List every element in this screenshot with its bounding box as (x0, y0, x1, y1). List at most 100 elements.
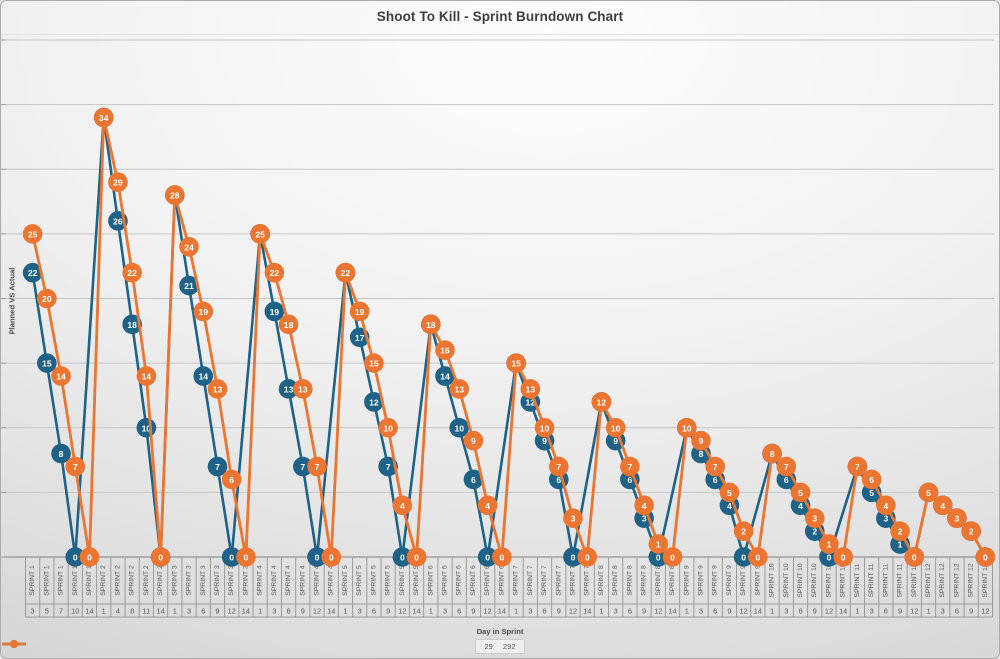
sprint-label: SPRINT 2 (143, 565, 150, 596)
legend-item-actual[interactable]: 292 (2, 640, 516, 651)
day-label: 14 (668, 607, 676, 616)
point-actual-sprint8-day14: 0 (662, 547, 683, 567)
sprint-label: SPRINT 8 (669, 565, 676, 596)
svg-text:22: 22 (341, 268, 351, 278)
day-label: 1 (173, 607, 177, 616)
point-actual-sprint7-day12: 3 (563, 508, 583, 529)
point-actual-sprint5-day1: 22 (335, 262, 356, 283)
svg-text:4: 4 (400, 501, 405, 511)
svg-text:0: 0 (827, 553, 832, 563)
point-actual-sprint3-day14: 0 (236, 547, 256, 567)
svg-text:6: 6 (713, 475, 718, 485)
point-planned-sprint1-day10: 0 (65, 547, 86, 567)
point-actual-sprint4-day1: 25 (250, 224, 270, 244)
sprint-label: SPRINT 9 (683, 565, 690, 596)
svg-text:4: 4 (940, 501, 945, 511)
title-divider (1, 34, 999, 35)
svg-text:15: 15 (42, 359, 52, 369)
svg-text:3: 3 (883, 514, 888, 524)
svg-text:0: 0 (87, 553, 92, 563)
svg-text:7: 7 (556, 462, 561, 472)
svg-text:15: 15 (511, 359, 521, 369)
sprint-label: SPRINT 10 (840, 563, 847, 597)
svg-text:0: 0 (485, 553, 490, 563)
point-actual-sprint8-day3: 10 (605, 417, 626, 438)
legend: 29 292 (1, 639, 999, 654)
day-label: 3 (31, 607, 35, 616)
svg-text:0: 0 (670, 553, 675, 563)
sprint-label: SPRINT 9 (740, 565, 747, 596)
sprint-label: SPRINT 5 (399, 565, 406, 596)
legend-label: 29 (484, 642, 493, 651)
svg-text:15: 15 (369, 359, 379, 369)
point-planned-sprint2-day8: 18 (122, 314, 142, 335)
day-label: 8 (130, 607, 134, 616)
svg-text:34: 34 (99, 113, 109, 123)
svg-text:6: 6 (627, 475, 632, 485)
legend-item-planned[interactable]: 29 (2, 640, 493, 651)
point-planned-sprint9-day12: 0 (733, 547, 754, 567)
point-actual-sprint10-day14: 0 (833, 547, 853, 567)
svg-text:6: 6 (869, 475, 874, 485)
svg-text:10: 10 (383, 423, 393, 433)
svg-text:19: 19 (198, 307, 208, 317)
svg-text:17: 17 (355, 333, 365, 343)
day-label: 9 (215, 607, 219, 616)
svg-text:14: 14 (142, 372, 152, 382)
svg-text:7: 7 (713, 462, 718, 472)
day-label: 3 (941, 607, 945, 616)
point-actual-sprint9-day9: 5 (719, 482, 740, 503)
day-label: 9 (386, 607, 390, 616)
point-actual-sprint5-day14: 0 (406, 547, 427, 567)
sprint-label: SPRINT 12 (982, 563, 989, 597)
point-actual-sprint7-day1: 15 (506, 353, 526, 373)
day-label: 12 (910, 607, 918, 616)
point-actual-sprint3-day6: 19 (193, 301, 214, 322)
day-label: 11 (143, 607, 151, 616)
sprint-label: SPRINT 6 (456, 565, 463, 596)
point-actual-sprint6-day1: 18 (420, 314, 441, 335)
point-actual-sprint12-day12: 0 (975, 547, 996, 567)
sprint-label: SPRINT 7 (527, 565, 534, 596)
point-actual-sprint3-day12: 6 (221, 469, 242, 490)
day-label: 12 (313, 607, 321, 616)
day-label: 14 (583, 607, 591, 616)
svg-text:0: 0 (244, 553, 249, 563)
legend-label: 292 (502, 642, 516, 651)
sprint-label: SPRINT 10 (769, 563, 776, 597)
day-label: 1 (102, 607, 106, 616)
sprint-label: SPRINT 8 (641, 565, 648, 596)
svg-text:1: 1 (656, 540, 661, 550)
sprint-label: SPRINT 11 (911, 563, 918, 597)
point-actual-sprint2-day4: 29 (108, 172, 128, 192)
point-actual-sprint9-day14: 0 (748, 547, 768, 567)
point-planned-sprint6-day12: 0 (477, 547, 498, 567)
sprint-label: SPRINT 10 (825, 563, 832, 597)
day-label: 3 (870, 607, 874, 616)
svg-text:20: 20 (42, 294, 52, 304)
svg-text:0: 0 (571, 553, 576, 563)
svg-text:0: 0 (229, 553, 234, 563)
point-actual-sprint1-day5: 20 (37, 288, 57, 309)
sprint-label: SPRINT 12 (968, 563, 975, 597)
svg-text:7: 7 (784, 462, 789, 472)
sprint-label: SPRINT 1 (29, 565, 36, 596)
sprint-label: SPRINT 5 (342, 565, 349, 596)
sprint-label: SPRINT 2 (129, 565, 136, 596)
y-axis-title: Planned VS Actual (8, 268, 17, 335)
point-actual-sprint2-day1: 34 (93, 107, 114, 128)
legend-box: 29 292 (2, 639, 525, 654)
day-label: 3 (187, 607, 191, 616)
svg-text:2: 2 (898, 527, 903, 537)
day-label: 9 (898, 607, 902, 616)
svg-text:19: 19 (355, 307, 365, 317)
day-label: 12 (484, 607, 492, 616)
sprint-label: SPRINT 12 (939, 563, 946, 597)
day-label: 3 (443, 607, 447, 616)
point-planned-sprint5-day12: 0 (392, 547, 413, 567)
day-label: 6 (884, 607, 888, 616)
point-actual-sprint11-day3: 6 (861, 469, 882, 490)
point-actual-sprint4-day14: 0 (321, 547, 342, 567)
sprint-label: SPRINT 1 (72, 565, 79, 596)
legend-marker-icon (2, 640, 26, 648)
